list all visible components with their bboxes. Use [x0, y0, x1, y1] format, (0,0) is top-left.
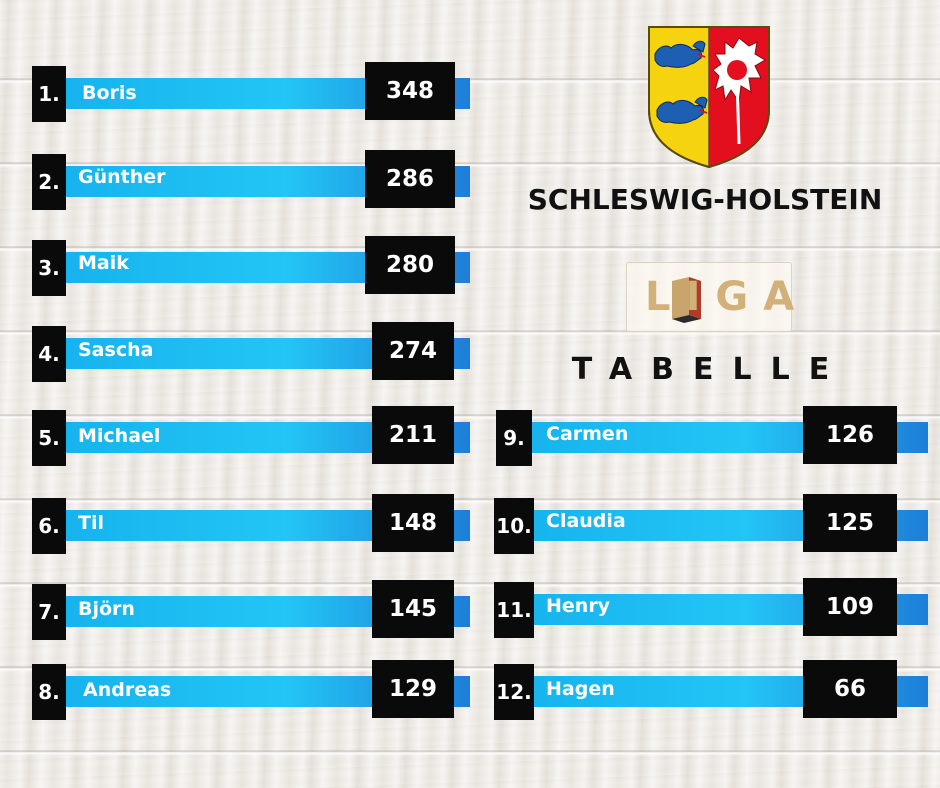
ranking-row-3: 3. Maik 280: [32, 236, 472, 300]
player-score: 129: [372, 660, 454, 718]
player-score: 211: [372, 406, 454, 464]
ranking-row-7: 7. Björn 145: [32, 580, 472, 644]
player-score: 145: [372, 580, 454, 638]
rank-number: 1.: [32, 66, 66, 122]
schleswig-holstein-crest-icon: [648, 26, 770, 169]
rank-number: 2.: [32, 154, 66, 210]
rank-number: 5.: [32, 410, 66, 466]
ranking-row-10: 10. Claudia 125: [494, 494, 932, 558]
ranking-row-12: 12. Hagen 66: [494, 660, 932, 724]
player-name: Andreas: [83, 679, 172, 701]
ranking-row-9: 9. Carmen 126: [496, 406, 932, 470]
player-name: Hagen: [546, 678, 615, 700]
ranking-row-8: 8. Andreas 129: [32, 660, 472, 724]
player-score: 348: [365, 62, 455, 120]
player-name: Henry: [546, 595, 611, 617]
rank-number: 6.: [32, 498, 66, 554]
ranking-row-5: 5. Michael 211: [32, 406, 472, 470]
rank-number: 4.: [32, 326, 66, 382]
rank-number: 11.: [494, 582, 534, 638]
table-title: TABELLE: [571, 352, 849, 387]
player-name: Carmen: [546, 423, 629, 445]
state-title: SCHLESWIG-HOLSTEIN: [527, 183, 883, 216]
player-name: Michael: [78, 425, 161, 447]
player-name: Til: [78, 512, 104, 534]
rank-number: 8.: [32, 664, 66, 720]
player-name: Maik: [78, 252, 129, 274]
player-score: 125: [803, 494, 897, 552]
rank-number: 7.: [32, 584, 66, 640]
rank-number: 9.: [496, 410, 532, 466]
liga-text: LIGA: [645, 274, 810, 320]
player-score: 148: [372, 494, 454, 552]
player-score: 66: [803, 660, 897, 718]
player-score: 280: [365, 236, 455, 294]
player-name: Björn: [78, 598, 135, 620]
player-score: 274: [372, 322, 454, 380]
player-name: Claudia: [546, 510, 626, 532]
ranking-row-11: 11. Henry 109: [494, 578, 932, 642]
rank-number: 3.: [32, 240, 66, 296]
player-score: 286: [365, 150, 455, 208]
player-score: 109: [803, 578, 897, 636]
player-name: Sascha: [78, 339, 154, 361]
rank-number: 12.: [494, 664, 534, 720]
liga-book-icon: [672, 277, 701, 323]
player-score: 126: [803, 406, 897, 464]
rank-number: 10.: [494, 498, 534, 554]
ranking-row-6: 6. Til 148: [32, 494, 472, 558]
liga-logo: LIGA: [626, 262, 794, 332]
player-name: Boris: [82, 82, 137, 104]
player-name: Günther: [78, 166, 166, 188]
ranking-row-2: 2. Günther 286: [32, 150, 472, 214]
ranking-row-1: 1. Boris 348: [32, 62, 472, 126]
ranking-row-4: 4. Sascha 274: [32, 322, 472, 386]
